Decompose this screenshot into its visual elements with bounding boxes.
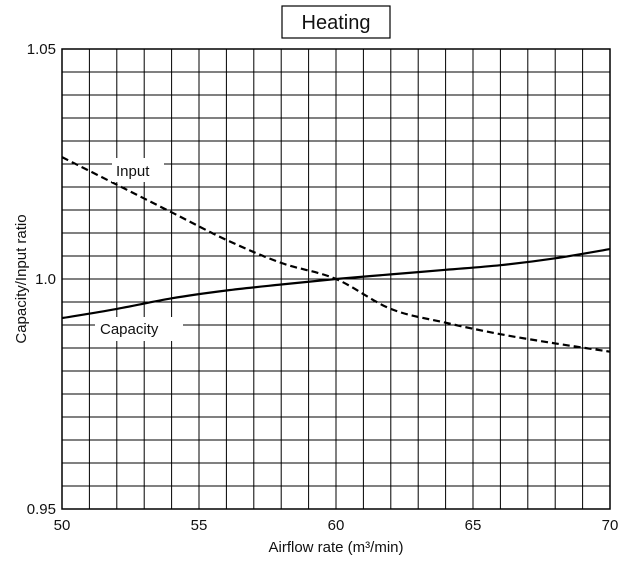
x-tick-label: 70 bbox=[602, 517, 619, 534]
plot-border bbox=[61, 48, 611, 510]
series-label-capacity: Capacity bbox=[100, 321, 159, 338]
y-tick-labels: 0.95 1.0 1.05 bbox=[27, 41, 56, 518]
input-label-bg bbox=[112, 158, 164, 182]
x-tick-label: 50 bbox=[54, 517, 71, 534]
x-tick-label: 60 bbox=[328, 517, 345, 534]
y-tick-label: 0.95 bbox=[27, 501, 56, 518]
x-axis-label: Airflow rate (m³/min) bbox=[268, 539, 403, 556]
x-tick-label: 65 bbox=[465, 517, 482, 534]
y-tick-label: 1.05 bbox=[27, 41, 56, 58]
y-tick-label: 1.0 bbox=[35, 271, 56, 288]
title-box bbox=[281, 5, 391, 39]
chart-title: Heating bbox=[302, 12, 371, 34]
capacity-label-bg bbox=[95, 317, 183, 341]
x-tick-labels: 50 55 60 65 70 bbox=[54, 517, 619, 534]
series-label-input: Input bbox=[116, 163, 150, 180]
y-axis-label: Capacity/Input ratio bbox=[13, 214, 30, 343]
x-tick-label: 55 bbox=[191, 517, 208, 534]
series-lines bbox=[61, 156, 611, 353]
series-line-capacity bbox=[61, 248, 611, 320]
